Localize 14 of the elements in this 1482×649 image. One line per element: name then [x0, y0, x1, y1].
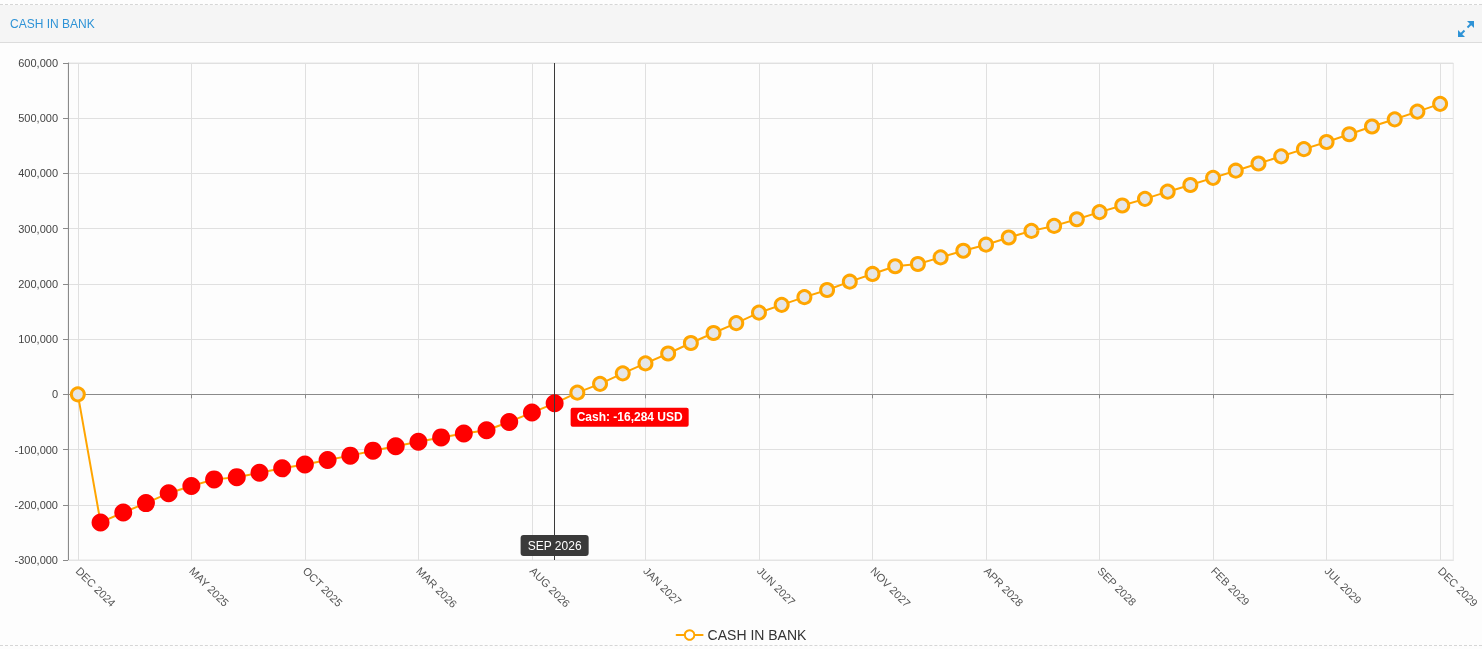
y-tick-label: -100,000 [14, 443, 58, 456]
y-tick-label: 200,000 [18, 277, 58, 290]
y-tick-label: 0 [51, 388, 58, 401]
ref-line-label: SEP 2026 [527, 539, 582, 553]
data-label: Cash: -16,284 USD [576, 410, 684, 425]
y-tick-label: 100,000 [18, 333, 58, 346]
chart-title: CASH IN BANK [10, 17, 95, 31]
y-tick-label: 600,000 [18, 57, 58, 69]
y-tick-label: -200,000 [14, 498, 58, 511]
y-tick-label: 300,000 [18, 222, 58, 235]
y-tick-label: 400,000 [18, 167, 58, 180]
legend-label: CASH IN BANK [707, 627, 808, 643]
y-tick-label: -300,000 [14, 554, 58, 566]
y-tick-label: 500,000 [18, 112, 58, 125]
